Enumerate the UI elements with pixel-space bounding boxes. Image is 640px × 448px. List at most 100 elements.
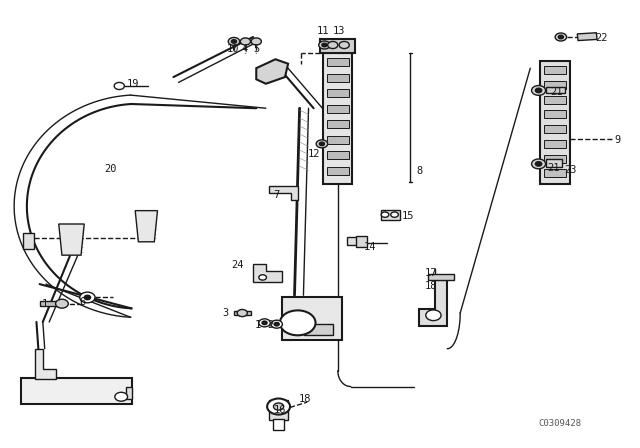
Circle shape (322, 43, 327, 47)
Polygon shape (269, 186, 298, 199)
Text: 4: 4 (241, 44, 247, 54)
Circle shape (251, 38, 261, 45)
Circle shape (273, 403, 284, 410)
Circle shape (241, 38, 250, 45)
Text: 8: 8 (417, 167, 423, 177)
Circle shape (274, 323, 279, 326)
Bar (327, 167, 349, 175)
Bar (577, 33, 597, 41)
Circle shape (319, 142, 324, 146)
Bar (320, 39, 355, 52)
Text: 1: 1 (254, 319, 260, 330)
Bar (544, 155, 566, 163)
Bar (327, 89, 349, 97)
Bar (20, 379, 132, 404)
Circle shape (319, 41, 330, 49)
Bar (327, 151, 349, 159)
Text: 18: 18 (425, 281, 438, 291)
Circle shape (532, 86, 545, 95)
Text: 2: 2 (268, 319, 274, 330)
Circle shape (228, 38, 240, 45)
Bar (540, 61, 570, 184)
Circle shape (56, 299, 68, 308)
Bar (544, 169, 566, 177)
Circle shape (232, 40, 237, 43)
Bar (273, 418, 284, 430)
Text: 22: 22 (595, 33, 608, 43)
Bar (327, 58, 349, 66)
Circle shape (259, 275, 266, 280)
Circle shape (391, 212, 398, 217)
Text: 10: 10 (227, 44, 239, 54)
Bar (428, 274, 454, 280)
Polygon shape (256, 59, 288, 84)
Circle shape (80, 292, 95, 303)
Circle shape (536, 88, 541, 93)
Polygon shape (419, 280, 447, 327)
Circle shape (237, 310, 247, 317)
Circle shape (532, 159, 545, 169)
Bar (234, 311, 250, 315)
Circle shape (316, 140, 328, 148)
Bar (544, 111, 566, 118)
Bar (327, 105, 349, 113)
Polygon shape (135, 211, 157, 242)
Text: 3: 3 (223, 309, 228, 319)
Text: 9: 9 (614, 135, 621, 145)
Text: 7: 7 (273, 190, 280, 200)
Bar (327, 73, 349, 82)
Text: 23: 23 (564, 165, 577, 175)
Text: 21: 21 (547, 164, 560, 173)
Bar (544, 66, 566, 74)
Text: 13: 13 (333, 26, 345, 36)
Text: 24: 24 (231, 260, 243, 270)
Bar (323, 52, 353, 184)
Bar (544, 125, 566, 133)
Text: 18: 18 (298, 393, 311, 404)
Circle shape (259, 319, 270, 327)
Circle shape (328, 42, 338, 48)
Bar (23, 233, 35, 249)
Polygon shape (253, 264, 282, 282)
Bar (545, 159, 561, 167)
Text: 6: 6 (79, 297, 85, 307)
Text: 16: 16 (273, 405, 286, 415)
Bar (544, 81, 566, 89)
Bar (282, 297, 342, 340)
Circle shape (339, 42, 349, 48)
Bar (125, 388, 132, 399)
Bar (327, 120, 349, 128)
Text: 19: 19 (127, 79, 140, 89)
Bar (40, 301, 62, 306)
Circle shape (115, 392, 127, 401)
Text: 14: 14 (364, 242, 376, 252)
Text: 12: 12 (307, 149, 320, 159)
Text: 1: 1 (42, 299, 49, 309)
Bar (348, 237, 362, 246)
Polygon shape (35, 349, 56, 379)
Polygon shape (59, 224, 84, 255)
Circle shape (536, 162, 541, 166)
Bar (327, 136, 349, 144)
Circle shape (84, 295, 91, 300)
Circle shape (426, 310, 441, 321)
Text: 5: 5 (253, 44, 259, 54)
Text: 15: 15 (401, 211, 414, 221)
Bar (269, 400, 288, 420)
Text: 17: 17 (425, 268, 438, 278)
Bar (356, 236, 367, 247)
Bar (545, 87, 564, 93)
Circle shape (558, 35, 563, 39)
Bar (304, 324, 333, 335)
Bar (544, 96, 566, 104)
Bar (544, 140, 566, 148)
Text: 20: 20 (104, 164, 117, 174)
Text: 11: 11 (317, 26, 330, 36)
Circle shape (267, 399, 290, 414)
Circle shape (114, 82, 124, 90)
Text: C0309428: C0309428 (538, 419, 581, 428)
Circle shape (555, 33, 566, 41)
Bar (381, 210, 399, 220)
Circle shape (280, 310, 316, 335)
Circle shape (262, 321, 267, 325)
